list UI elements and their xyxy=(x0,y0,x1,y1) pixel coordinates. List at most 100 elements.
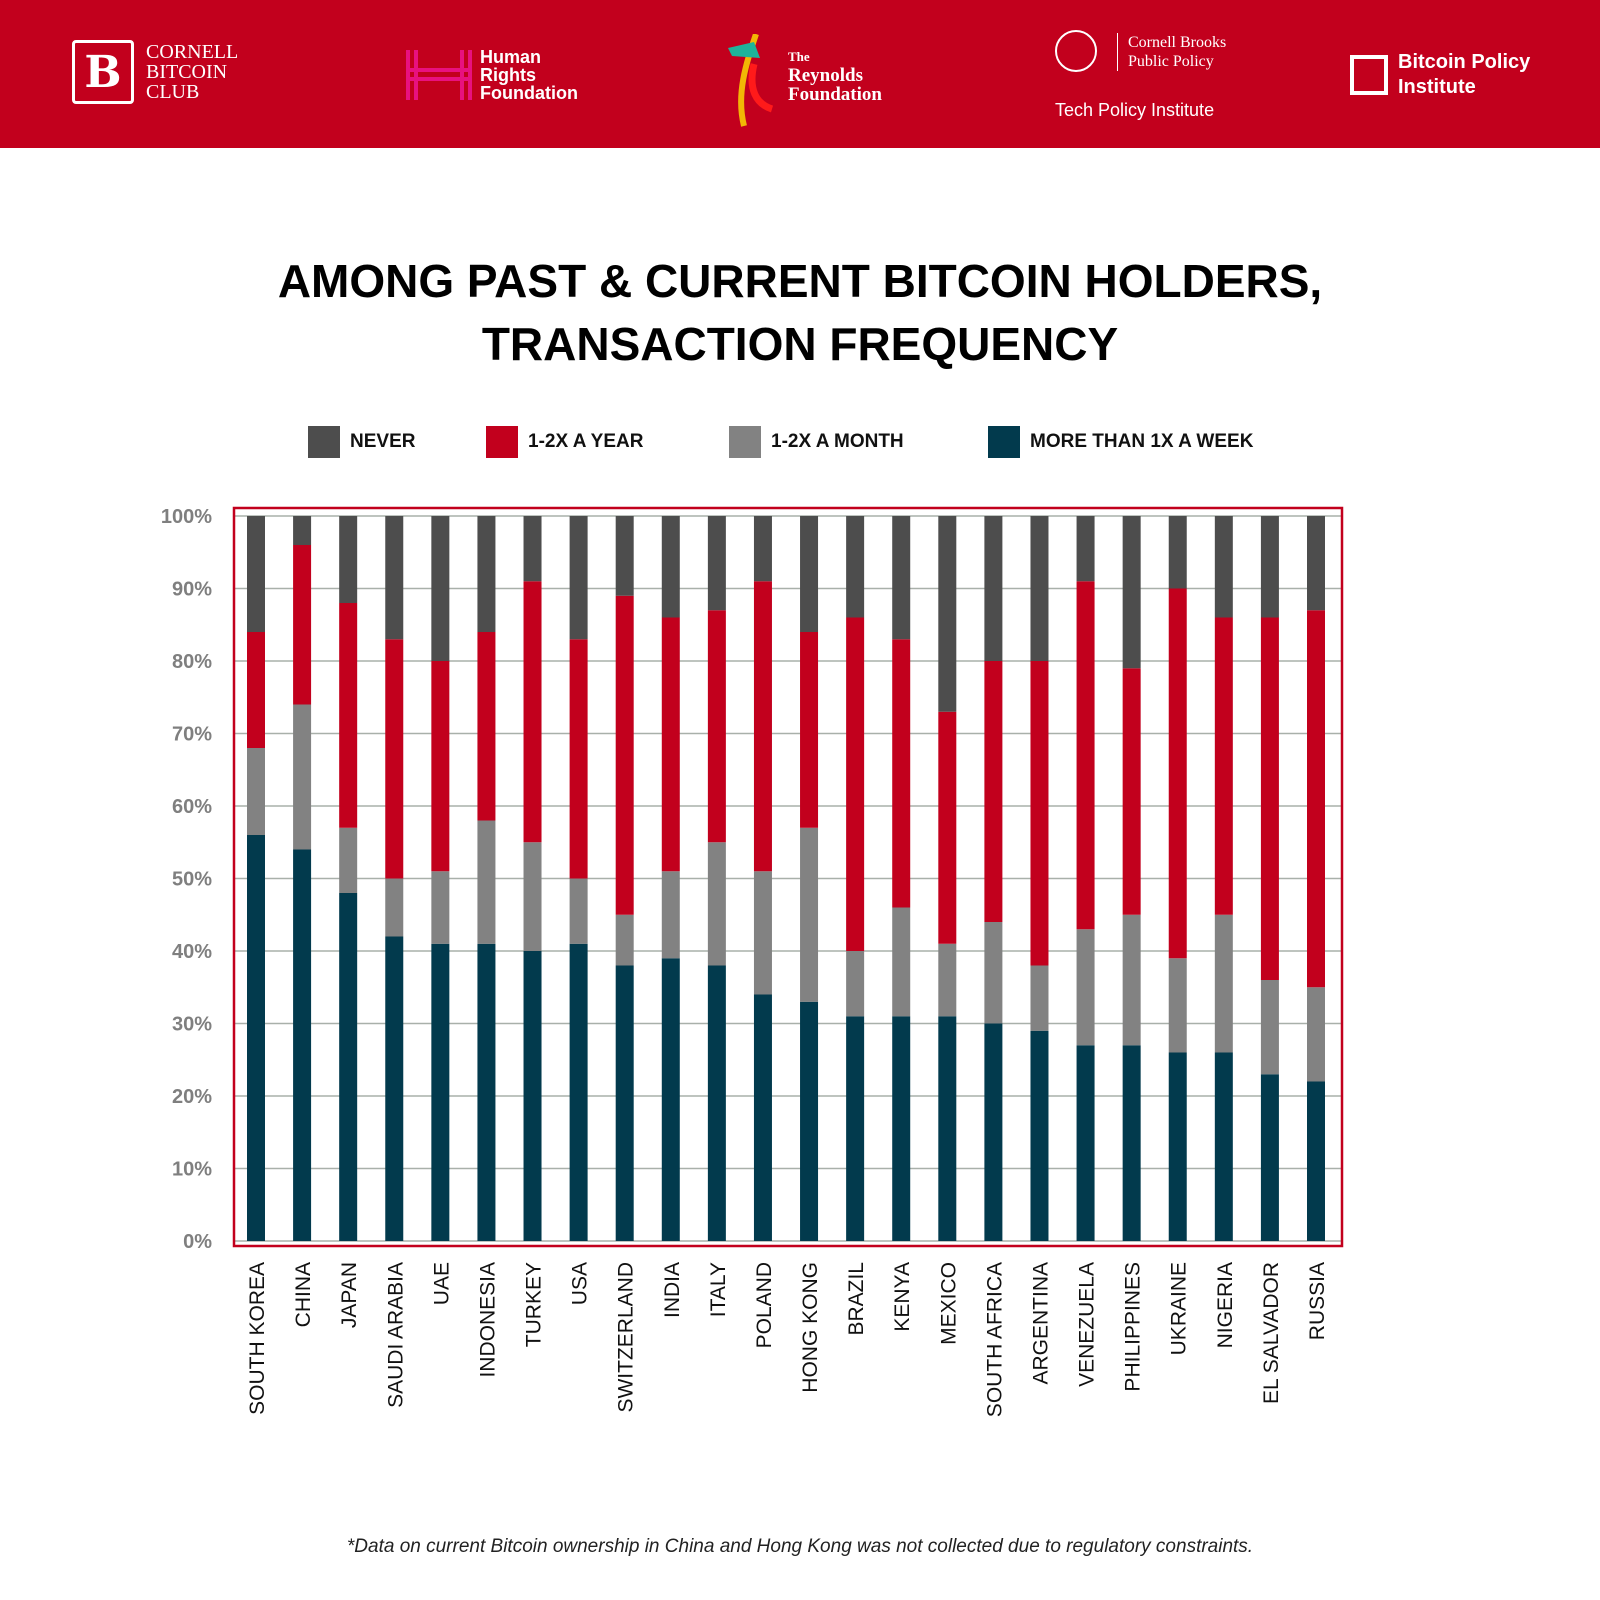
bar-segment-week xyxy=(1168,1052,1187,1241)
bar-segment-never xyxy=(339,516,358,603)
bar-segment-month xyxy=(938,943,957,1017)
legend-swatch-month xyxy=(729,426,761,458)
bar-segment-month xyxy=(523,842,542,951)
bar-segment-year xyxy=(661,617,680,872)
bar-segment-never xyxy=(800,516,819,632)
x-tick-label: TURKEY xyxy=(523,1262,546,1347)
bar-segment-never xyxy=(569,516,588,640)
cornell-brooks-name: Cornell Brooks Public Policy xyxy=(1117,33,1226,71)
bar-segment-year xyxy=(1122,668,1141,915)
x-tick-label: RUSSIA xyxy=(1306,1262,1329,1340)
bar-segment-year xyxy=(892,639,911,908)
bar-segment-week xyxy=(753,994,772,1241)
bar-segment-never xyxy=(293,516,312,545)
bar-segment-year xyxy=(385,639,404,879)
bar-segment-week xyxy=(1260,1074,1279,1241)
x-tick-label: SOUTH KOREA xyxy=(246,1262,269,1415)
cornell-bitcoin-club-logo: B CORNELL BITCOIN CLUB xyxy=(72,40,238,104)
bar-segment-never xyxy=(431,516,450,661)
bar-segment-month xyxy=(293,704,312,850)
bar-segment-month xyxy=(477,820,496,944)
bar-segment-month xyxy=(1122,914,1141,1046)
bar-segment-week xyxy=(431,943,450,1241)
x-tick-label: ITALY xyxy=(707,1262,730,1317)
legend-label: 1-2X A MONTH xyxy=(771,431,904,452)
bar-segment-year xyxy=(753,581,772,872)
reynolds-the: The xyxy=(788,49,810,64)
bar-segment-week xyxy=(247,835,265,1241)
y-tick-label: 20% xyxy=(172,1086,212,1108)
bar-segment-week xyxy=(1030,1030,1049,1241)
bar-segment-week xyxy=(1214,1052,1233,1241)
y-tick-label: 90% xyxy=(172,579,212,601)
bar-segment-month xyxy=(569,878,588,944)
bar-segment-never xyxy=(523,516,542,582)
y-tick-label: 30% xyxy=(172,1014,212,1036)
bar-segment-month xyxy=(707,842,726,966)
bar-segment-never xyxy=(753,516,772,582)
bar-segment-never xyxy=(1122,516,1141,669)
human-rights-foundation-logo: Human Rights Foundation xyxy=(406,48,578,102)
cornell-bitcoin-club-name: CORNELL BITCOIN CLUB xyxy=(146,41,239,103)
legend-item-week: MORE THAN 1X A WEEK xyxy=(988,426,1253,458)
bar-segment-month xyxy=(1307,987,1325,1082)
x-tick-label: PHILIPPINES xyxy=(1122,1262,1145,1392)
bar-segment-month xyxy=(1214,914,1233,1053)
bar-segment-never xyxy=(1168,516,1187,589)
bar-segment-never xyxy=(661,516,680,618)
bar-segment-year xyxy=(1307,610,1325,988)
bar-segment-month xyxy=(615,914,634,966)
bar-segment-year xyxy=(247,632,265,748)
legend-item-never: NEVER xyxy=(308,426,415,458)
x-tick-label: VENEZUELA xyxy=(1076,1262,1099,1387)
x-tick-label: POLAND xyxy=(753,1262,776,1348)
y-tick-label: 60% xyxy=(172,796,212,818)
bar-segment-never xyxy=(385,516,404,640)
bar-segment-never xyxy=(247,516,265,632)
bar-segment-week xyxy=(1122,1045,1141,1241)
x-tick-label: INDIA xyxy=(661,1262,684,1318)
bar-segment-year xyxy=(615,595,634,915)
x-tick-label: KENYA xyxy=(891,1262,914,1332)
bar-segment-week xyxy=(569,943,588,1241)
bar-segment-week xyxy=(477,943,496,1241)
chart-title-line2: TRANSACTION FREQUENCY xyxy=(481,318,1119,370)
bar-segment-year xyxy=(1076,581,1095,930)
bar-segment-month xyxy=(1168,958,1187,1053)
legend-label: MORE THAN 1X A WEEK xyxy=(1030,431,1254,452)
bar-segment-never xyxy=(938,516,957,712)
legend-swatch-never xyxy=(308,426,340,458)
bar-segment-never xyxy=(984,516,1003,661)
bar-segment-month xyxy=(385,878,404,937)
bar-segment-week xyxy=(615,965,634,1241)
bar-segment-year xyxy=(938,711,957,944)
legend-swatch-week xyxy=(988,426,1020,458)
x-tick-label: MEXICO xyxy=(937,1262,960,1345)
bar-segment-year xyxy=(1214,617,1233,915)
bar-segment-month xyxy=(661,871,680,959)
reynolds-ribbon-icon xyxy=(728,34,774,127)
bar-segment-never xyxy=(1260,516,1279,618)
bar-segment-week xyxy=(385,936,404,1241)
bar-segment-never xyxy=(477,516,496,632)
bar-segment-never xyxy=(1076,516,1095,582)
bar-segment-never xyxy=(1214,516,1233,618)
bar-segment-month xyxy=(431,871,450,944)
bar-segment-week xyxy=(1076,1045,1095,1241)
bpi-name: Bitcoin Policy Institute xyxy=(1398,51,1531,98)
bar-segment-month xyxy=(1076,929,1095,1046)
bar-segment-never xyxy=(892,516,911,640)
bar-segment-year xyxy=(293,545,312,705)
footnote: *Data on current Bitcoin ownership in Ch… xyxy=(346,1536,1254,1557)
bar-segment-year xyxy=(477,632,496,821)
bar-segment-week xyxy=(800,1001,819,1241)
bar-segment-year xyxy=(1168,588,1187,959)
x-tick-label: UAE xyxy=(430,1262,453,1305)
bitcoin-policy-institute-logo: Bitcoin Policy Institute xyxy=(1350,50,1530,100)
x-tick-label: NIGERIA xyxy=(1214,1262,1237,1348)
bar-segment-month xyxy=(753,871,772,995)
chart-title-line1: AMONG PAST & CURRENT BITCOIN HOLDERS, xyxy=(277,255,1323,307)
sponsor-banner: B CORNELL BITCOIN CLUB Human Rights Foun… xyxy=(0,0,1600,148)
bar-segment-month xyxy=(846,951,865,1017)
bar-segment-never xyxy=(707,516,726,611)
